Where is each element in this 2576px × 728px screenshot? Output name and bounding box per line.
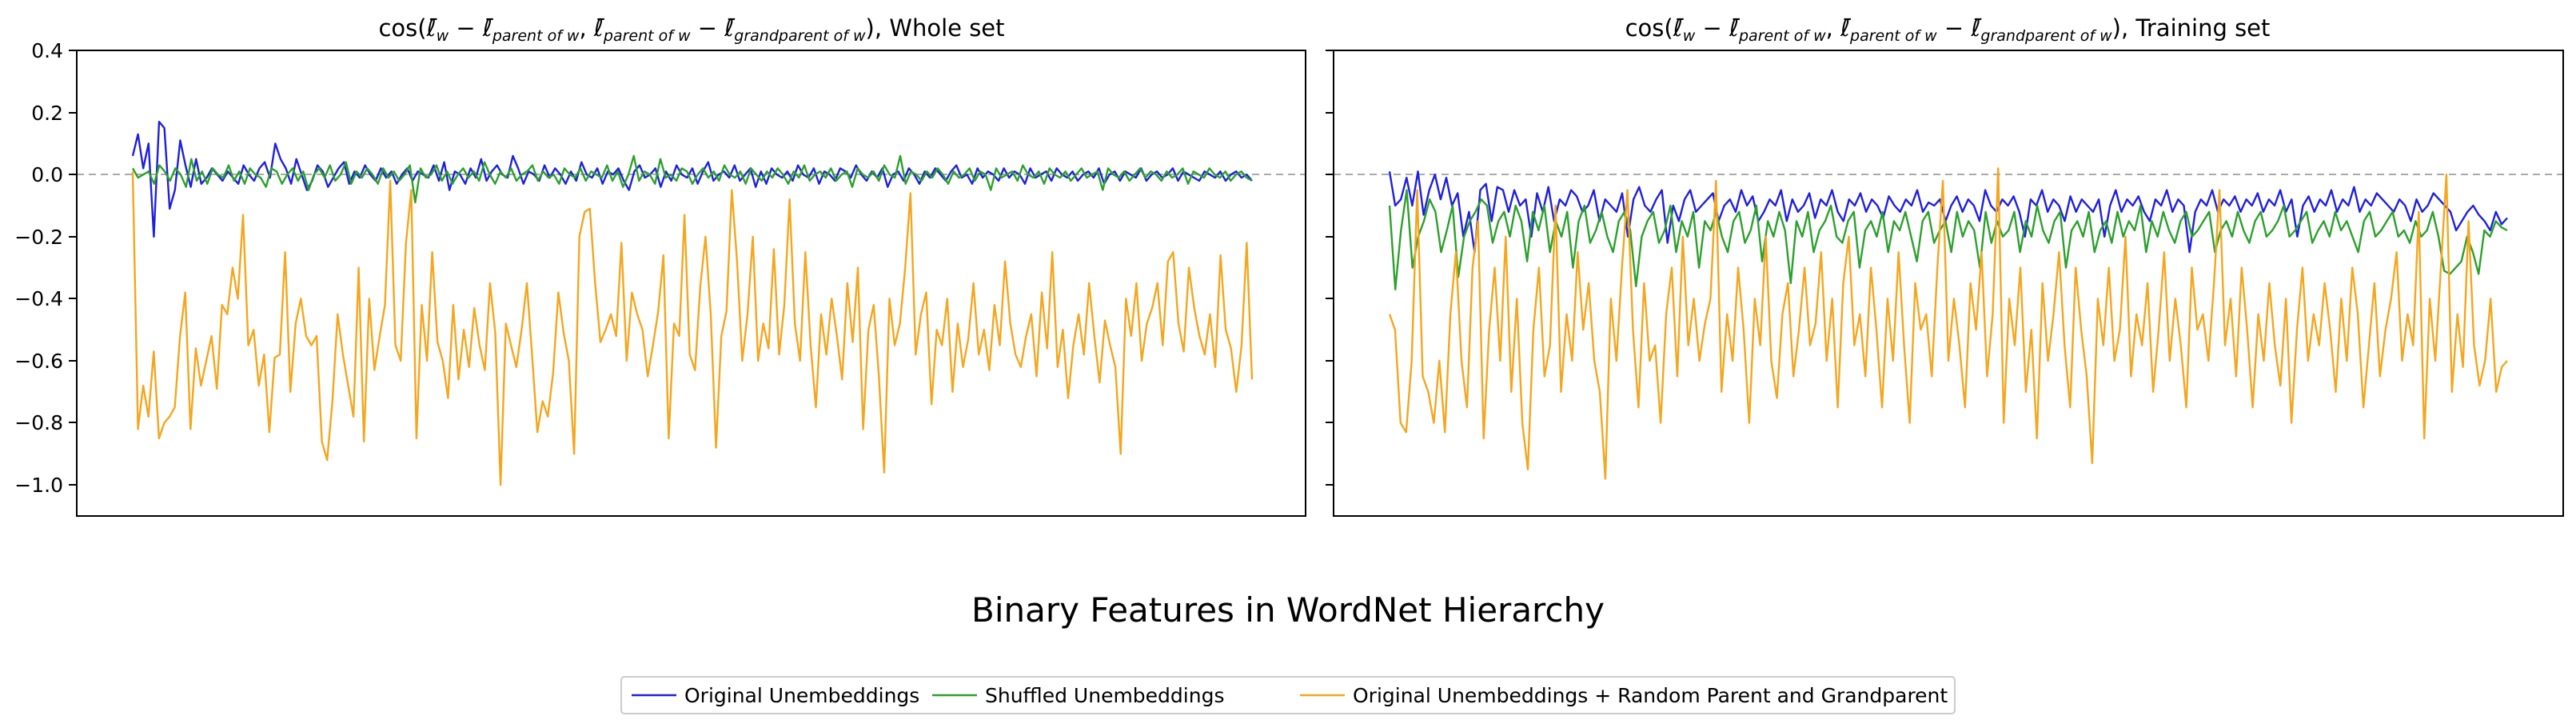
y-axis-ticks xyxy=(1326,50,1334,486)
y-axis-tick-labels: 0.4 0.2 0.0 −0.2 −0.4 −0.6 −0.8 −1.0 xyxy=(14,39,63,497)
legend-label: Shuffled Unembeddings xyxy=(985,684,1224,707)
axes-frame-whole-set xyxy=(76,50,1306,517)
series-line-shuffled-unembeddings xyxy=(1388,189,2508,290)
series-line-original-unembeddings xyxy=(131,120,1253,238)
legend-entry-random-parent-grandparent: Original Unembeddings + Random Parent an… xyxy=(1300,684,1948,707)
y-tick-label: −0.2 xyxy=(14,226,63,249)
y-tick-label: 0.4 xyxy=(31,39,63,62)
legend-frame xyxy=(620,676,1956,714)
y-tick-label: 0.2 xyxy=(31,102,63,125)
chart-whole-set: cos(ℓ̄w − ℓ̄parent of w, ℓ̄parent of w −… xyxy=(14,14,1306,517)
series-line-original-unembeddings xyxy=(1388,170,2508,254)
chart-title-training-set: cos(ℓ̄w − ℓ̄parent of w, ℓ̄parent of w −… xyxy=(1625,14,2271,45)
figure-suptitle: Binary Features in WordNet Hierarchy xyxy=(971,590,1605,630)
y-tick-label: −0.6 xyxy=(14,350,63,373)
series-line-random-parent-grandparent xyxy=(131,171,1254,486)
chart-training-set: cos(ℓ̄w − ℓ̄parent of w, ℓ̄parent of w −… xyxy=(1326,14,2564,517)
axes-frame-training-set xyxy=(1333,50,2564,517)
chart-title-whole-set: cos(ℓ̄w − ℓ̄parent of w, ℓ̄parent of w −… xyxy=(378,14,1004,45)
legend: Original Unembeddings Shuffled Unembeddi… xyxy=(620,676,1956,714)
y-tick-label: −0.8 xyxy=(14,411,63,434)
y-axis-ticks xyxy=(69,50,77,486)
legend-entry-shuffled-unembeddings: Shuffled Unembeddings xyxy=(932,684,1224,707)
series-line-random-parent-grandparent xyxy=(1388,167,2508,480)
series-line-shuffled-unembeddings xyxy=(131,154,1253,204)
legend-label: Original Unembeddings xyxy=(684,684,919,707)
y-tick-label: −0.4 xyxy=(14,287,63,310)
legend-entry-original-unembeddings: Original Unembeddings xyxy=(632,684,919,707)
y-tick-label: 0.0 xyxy=(31,163,63,186)
y-tick-label: −1.0 xyxy=(14,474,63,497)
legend-label: Original Unembeddings + Random Parent an… xyxy=(1353,684,1948,707)
